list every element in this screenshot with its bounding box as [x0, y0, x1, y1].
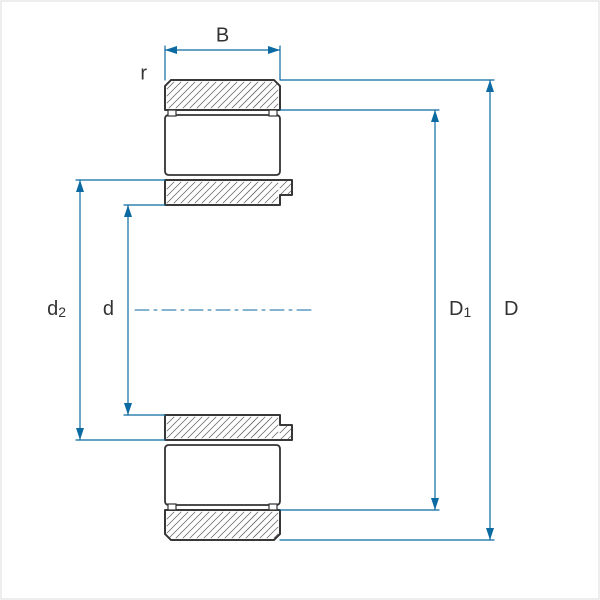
bearing-cross-section [135, 80, 315, 540]
svg-text:d: d [103, 298, 114, 320]
svg-text:r: r [140, 62, 147, 84]
svg-text:D: D [504, 298, 518, 320]
svg-text:D1: D1 [449, 298, 471, 320]
bearing-diagram: Br D D1 d d2 [0, 0, 600, 600]
dimension-annotations: Br D D1 d d2 [47, 24, 518, 540]
svg-text:d2: d2 [47, 298, 66, 320]
svg-text:B: B [216, 24, 229, 46]
